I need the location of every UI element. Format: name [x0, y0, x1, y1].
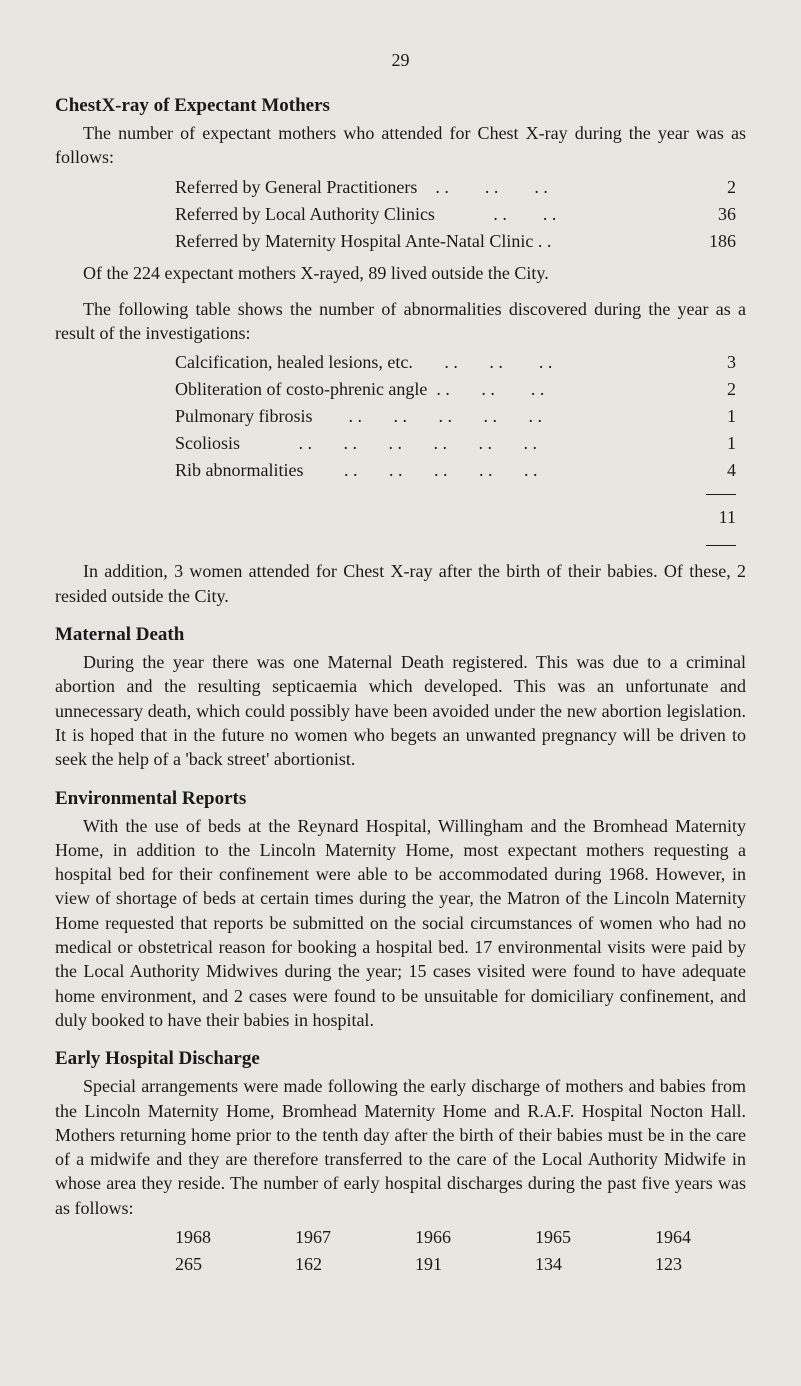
table-cell-label: Referred by Local Authority Clinics . . …: [55, 201, 556, 228]
table-cell-value: 2: [544, 376, 746, 403]
value-cell: 123: [655, 1251, 705, 1278]
table-row: Referred by General Practitioners . . . …: [55, 174, 746, 201]
table-cell-value: 3: [552, 349, 746, 376]
table-cell-label: Calcification, healed lesions, etc. . . …: [55, 349, 552, 376]
para-chestxray-closing: In addition, 3 women attended for Chest …: [55, 559, 746, 608]
table-row: Referred by Maternity Hospital Ante-Nata…: [55, 228, 746, 255]
table-row: Referred by Local Authority Clinics . . …: [55, 201, 746, 228]
rule-line: [55, 533, 746, 551]
year-cell: 1965: [535, 1224, 585, 1251]
table-cell-value: 2: [548, 174, 746, 201]
table-cell-value: 4: [537, 457, 746, 484]
table-year-discharges: 1968 1967 1966 1965 1964 265 162 191 134…: [55, 1224, 746, 1278]
year-cell: 1964: [655, 1224, 705, 1251]
value-cell: 134: [535, 1251, 585, 1278]
document-page: 29 ChestX-ray of Expectant Mothers The n…: [0, 0, 801, 1318]
table-row: Pulmonary fibrosis . . . . . . . . . . 1: [55, 403, 746, 430]
value-cell: 265: [175, 1251, 225, 1278]
table-row: Obliteration of costo-phrenic angle . . …: [55, 376, 746, 403]
table-cell-label: Obliteration of costo-phrenic angle . . …: [55, 376, 544, 403]
year-cell: 1967: [295, 1224, 345, 1251]
table-cell-value: 1: [537, 430, 746, 457]
table-cell-label: Referred by Maternity Hospital Ante-Nata…: [55, 228, 551, 255]
heading-chest-xray: ChestX-ray of Expectant Mothers: [55, 95, 746, 117]
table-cell-value: 36: [556, 201, 746, 228]
table-cell-value: 1: [542, 403, 746, 430]
table-cell-label: Rib abnormalities . . . . . . . . . .: [55, 457, 537, 484]
table-cell-label: Referred by General Practitioners . . . …: [55, 174, 548, 201]
para-chestxray-intro2: The following table shows the number of …: [55, 297, 746, 346]
value-cell: 162: [295, 1251, 345, 1278]
year-cell: 1968: [175, 1224, 225, 1251]
table-cell-total: 11: [175, 502, 746, 533]
table-abnormalities: Calcification, healed lesions, etc. . . …: [55, 349, 746, 551]
para-early-discharge: Special arrangements were made following…: [55, 1074, 746, 1220]
heading-environmental-reports: Environmental Reports: [55, 788, 746, 810]
table-row: Rib abnormalities . . . . . . . . . . 4: [55, 457, 746, 484]
para-environmental-reports: With the use of beds at the Reynard Hosp…: [55, 814, 746, 1033]
table-row-values: 265 162 191 134 123: [175, 1251, 746, 1278]
table-cell-label: [55, 502, 175, 533]
table-row: Scoliosis . . . . . . . . . . . . 1: [55, 430, 746, 457]
table-cell-value: 186: [551, 228, 746, 255]
heading-early-discharge: Early Hospital Discharge: [55, 1048, 746, 1070]
table-row: Calcification, healed lesions, etc. . . …: [55, 349, 746, 376]
para-chestxray-note: Of the 224 expectant mothers X-rayed, 89…: [55, 261, 746, 285]
table-row-total: 11: [55, 502, 746, 533]
table-referrals: Referred by General Practitioners . . . …: [55, 174, 746, 255]
rule-line: [55, 484, 746, 502]
year-cell: 1966: [415, 1224, 465, 1251]
table-row-years: 1968 1967 1966 1965 1964: [175, 1224, 746, 1251]
page-number: 29: [55, 50, 746, 71]
value-cell: 191: [415, 1251, 465, 1278]
table-cell-label: Pulmonary fibrosis . . . . . . . . . .: [55, 403, 542, 430]
para-chestxray-intro: The number of expectant mothers who atte…: [55, 121, 746, 170]
para-maternal-death: During the year there was one Maternal D…: [55, 650, 746, 771]
heading-maternal-death: Maternal Death: [55, 624, 746, 646]
table-cell-label: Scoliosis . . . . . . . . . . . .: [55, 430, 537, 457]
